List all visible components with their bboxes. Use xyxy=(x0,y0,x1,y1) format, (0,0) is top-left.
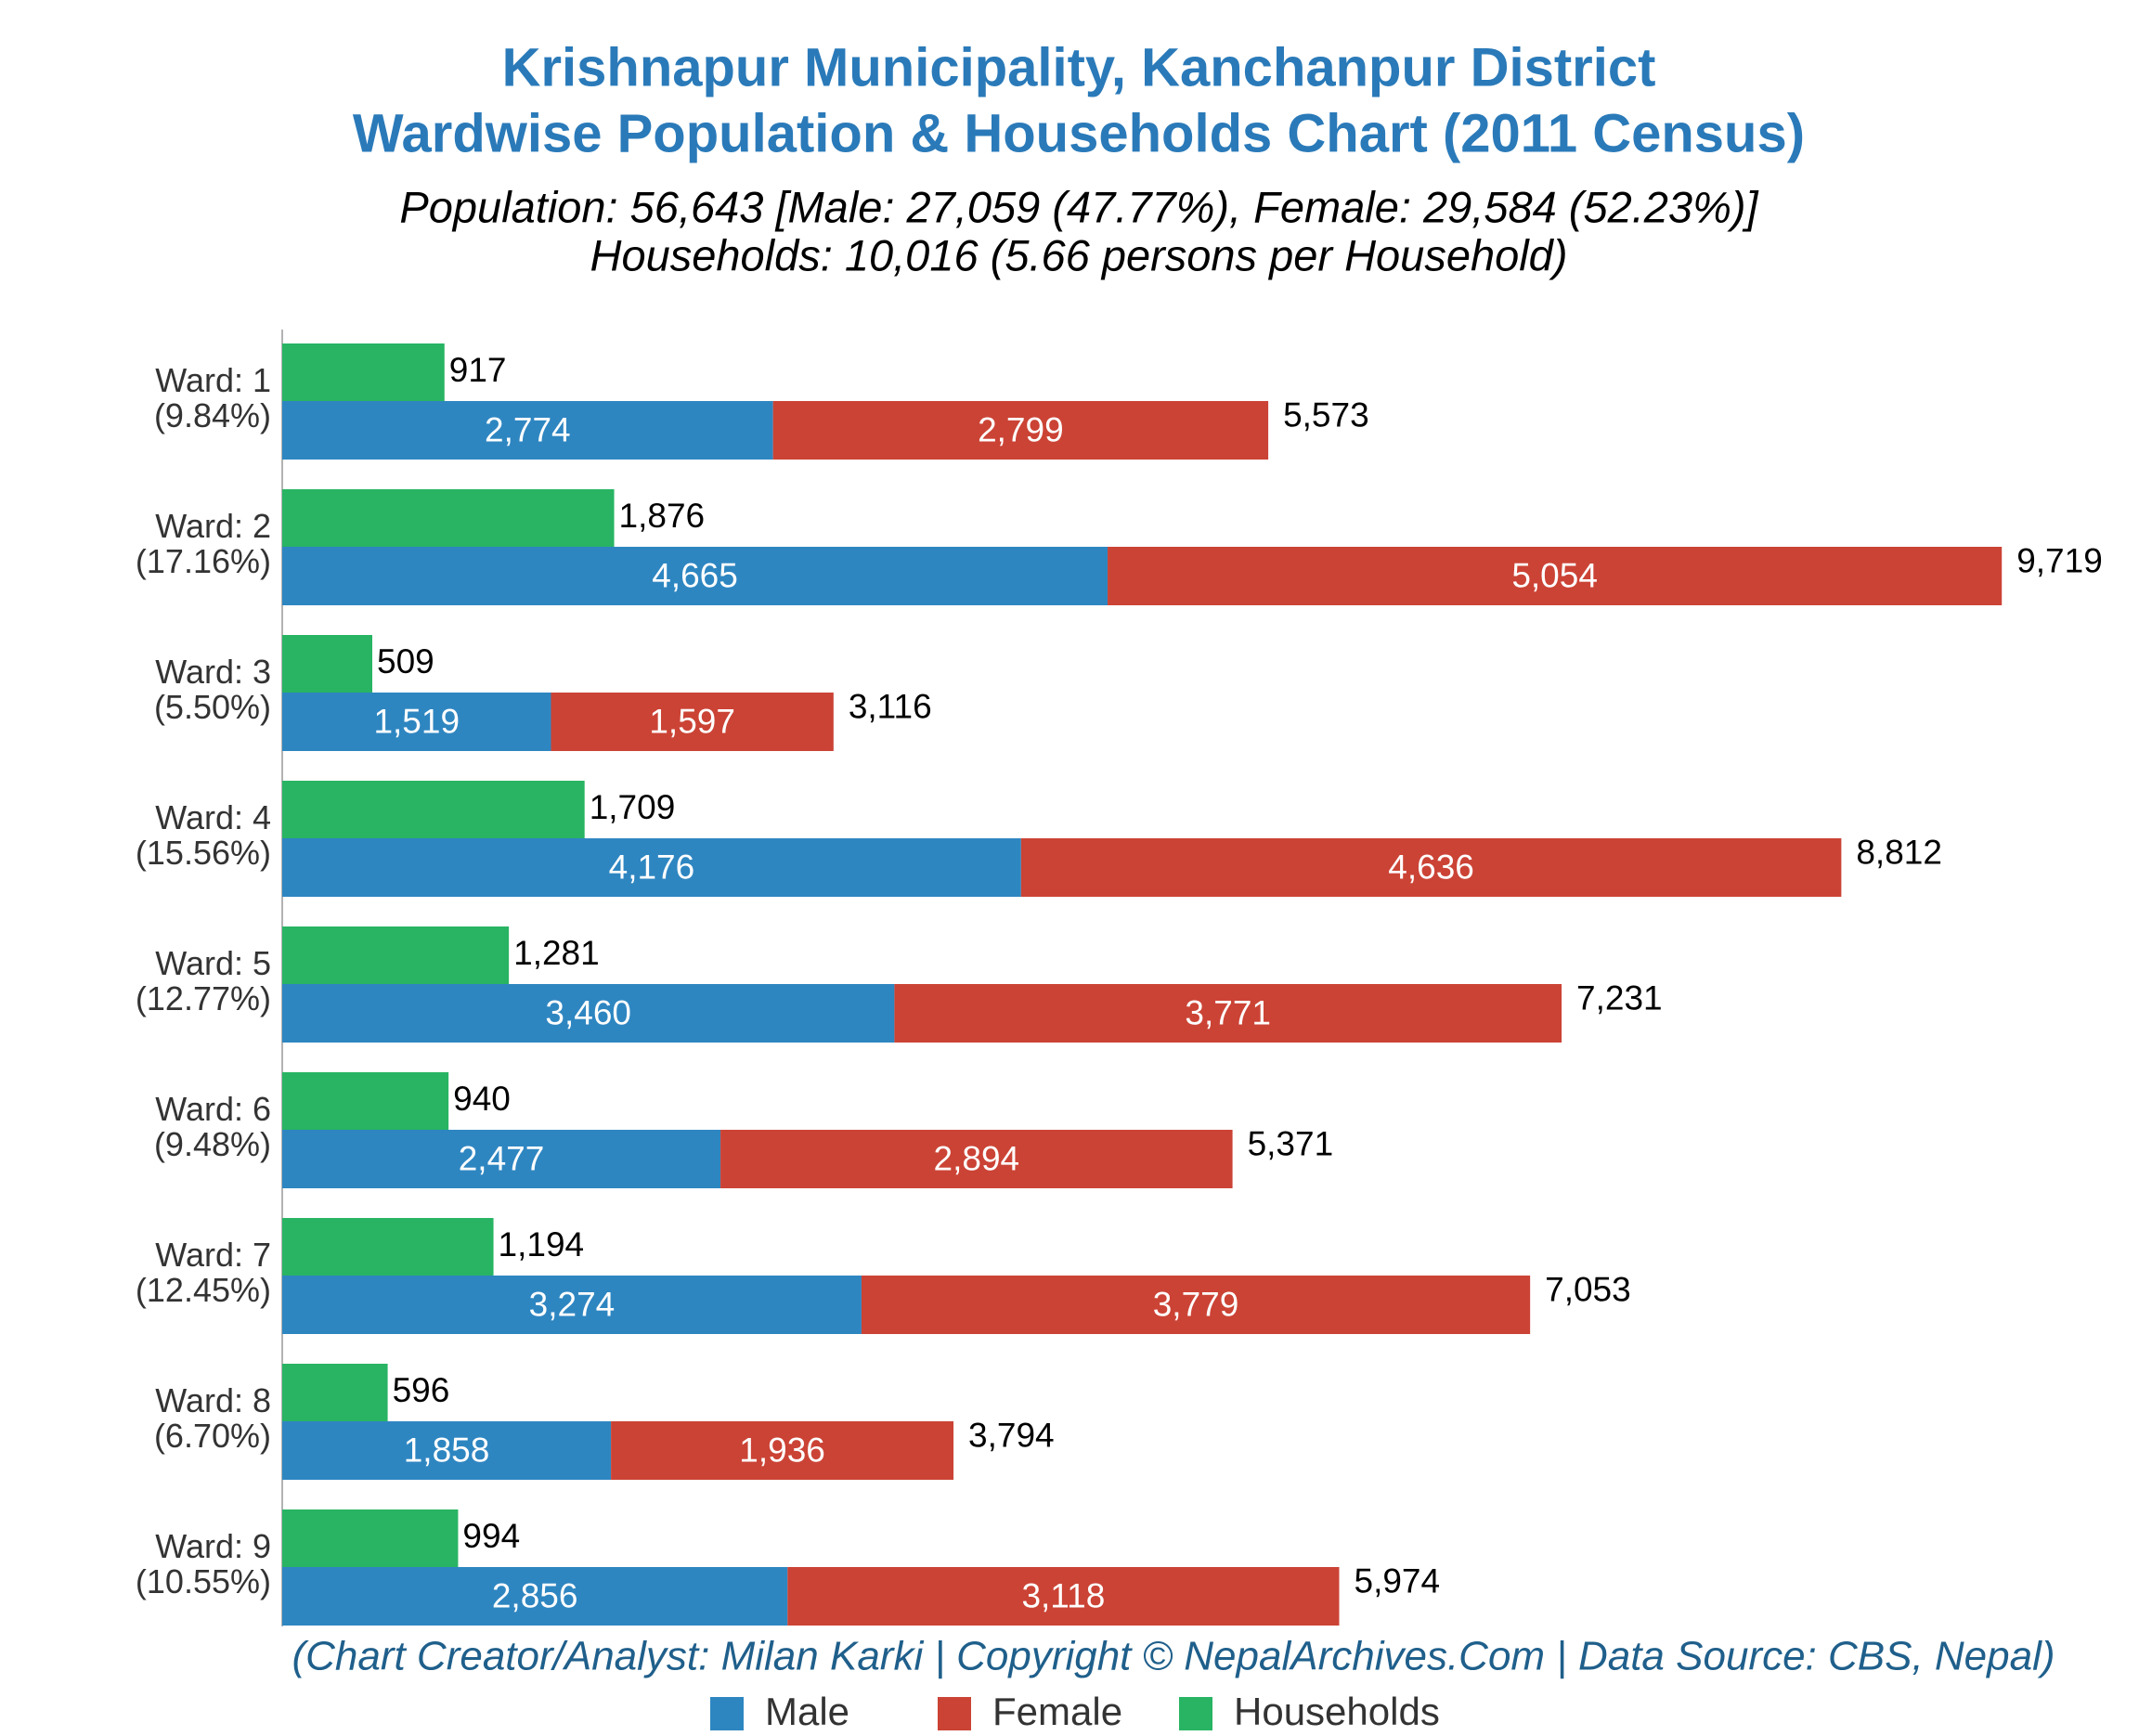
bar xyxy=(282,1509,459,1567)
chart-subtitle: Households: 10,016 (5.66 persons per Hou… xyxy=(590,230,1568,279)
bar xyxy=(282,1364,388,1421)
bar xyxy=(282,547,1108,605)
y-tick-label: (6.70%) xyxy=(154,1417,271,1455)
bar xyxy=(282,926,510,984)
data-label: 2,477 xyxy=(459,1139,545,1177)
y-tick-label: Ward: 4 xyxy=(155,798,271,836)
bar xyxy=(282,343,445,401)
y-tick-label: (10.55%) xyxy=(136,1562,271,1600)
y-tick-label: (9.84%) xyxy=(154,396,271,434)
bar xyxy=(861,1276,1531,1334)
bar xyxy=(772,401,1269,460)
data-label: 1,281 xyxy=(513,934,600,972)
data-label: 940 xyxy=(453,1080,511,1118)
y-tick-label: Ward: 1 xyxy=(155,361,271,399)
total-label: 3,116 xyxy=(849,687,932,725)
bar xyxy=(282,984,895,1043)
chart-title: Wardwise Population & Households Chart (… xyxy=(353,103,1805,163)
y-tick-label: Ward: 5 xyxy=(155,944,271,982)
total-label: 9,719 xyxy=(2016,541,2103,579)
bar xyxy=(282,401,773,460)
y-tick-label: Ward: 3 xyxy=(155,653,271,691)
legend-swatch xyxy=(710,1697,744,1730)
data-label: 3,274 xyxy=(529,1285,616,1323)
data-label: 509 xyxy=(377,642,434,680)
legend-swatch xyxy=(938,1697,971,1730)
bar xyxy=(282,1072,449,1130)
data-label: 1,194 xyxy=(499,1225,585,1263)
bar xyxy=(282,1567,788,1626)
bar xyxy=(1020,838,1842,897)
chart-subtitle: Population: 56,643 [Male: 27,059 (47.77%… xyxy=(399,182,1758,231)
data-label: 2,774 xyxy=(485,410,571,448)
chart-title: Krishnapur Municipality, Kanchanpur Dist… xyxy=(502,37,1656,97)
total-label: 7,231 xyxy=(1576,978,1663,1017)
data-label: 1,876 xyxy=(619,497,706,535)
y-tick-label: (12.77%) xyxy=(136,979,271,1017)
bar xyxy=(282,489,615,547)
total-label: 5,974 xyxy=(1355,1561,1441,1600)
y-tick-label: Ward: 2 xyxy=(155,507,271,545)
y-tick-label: Ward: 9 xyxy=(155,1527,271,1565)
y-tick-label: (9.48%) xyxy=(154,1125,271,1163)
data-label: 3,771 xyxy=(1185,993,1271,1031)
y-tick-label: (12.45%) xyxy=(136,1271,271,1309)
total-label: 3,794 xyxy=(968,1416,1055,1454)
y-tick-label: Ward: 6 xyxy=(155,1090,271,1128)
bar xyxy=(282,635,373,693)
total-label: 7,053 xyxy=(1545,1270,1631,1308)
total-label: 5,371 xyxy=(1248,1124,1334,1162)
bar xyxy=(551,693,834,751)
legend-label: Male xyxy=(765,1690,849,1733)
bar xyxy=(611,1421,954,1480)
data-label: 994 xyxy=(462,1517,520,1555)
legend-swatch xyxy=(1179,1697,1212,1730)
y-tick-label: (5.50%) xyxy=(154,688,271,726)
bar xyxy=(282,781,585,838)
data-label: 4,665 xyxy=(652,556,738,594)
data-label: 2,894 xyxy=(934,1139,1020,1177)
data-label: 1,858 xyxy=(404,1431,490,1469)
bar xyxy=(894,984,1562,1043)
legend-label: Households xyxy=(1234,1690,1440,1733)
bar xyxy=(282,693,551,751)
data-label: 3,460 xyxy=(545,993,631,1031)
data-label: 1,709 xyxy=(590,788,676,826)
caption: (Chart Creator/Analyst: Milan Karki | Co… xyxy=(292,1634,2055,1679)
data-label: 917 xyxy=(449,351,507,389)
data-label: 4,636 xyxy=(1388,848,1474,886)
data-label: 2,799 xyxy=(978,410,1064,448)
bar xyxy=(282,1218,494,1276)
total-label: 8,812 xyxy=(1856,833,1942,871)
y-tick-label: Ward: 7 xyxy=(155,1236,271,1274)
bar xyxy=(282,1130,721,1188)
bar xyxy=(282,1276,862,1334)
total-label: 5,573 xyxy=(1283,395,1369,434)
data-label: 4,176 xyxy=(609,848,695,886)
data-label: 2,856 xyxy=(492,1576,578,1614)
data-label: 1,936 xyxy=(739,1431,825,1469)
bar xyxy=(282,1421,612,1480)
legend-label: Female xyxy=(992,1690,1122,1733)
y-tick-label: (17.16%) xyxy=(136,542,271,580)
bar xyxy=(720,1130,1233,1188)
bar xyxy=(1108,547,2003,605)
bar xyxy=(282,838,1021,897)
y-tick-label: Ward: 8 xyxy=(155,1381,271,1419)
y-tick-label: (15.56%) xyxy=(136,834,271,872)
data-label: 3,118 xyxy=(1021,1576,1105,1614)
data-label: 5,054 xyxy=(1511,556,1598,594)
data-label: 596 xyxy=(393,1371,450,1409)
data-label: 3,779 xyxy=(1153,1285,1239,1323)
bar xyxy=(787,1567,1340,1626)
data-label: 1,597 xyxy=(649,702,735,740)
data-label: 1,519 xyxy=(373,702,460,740)
